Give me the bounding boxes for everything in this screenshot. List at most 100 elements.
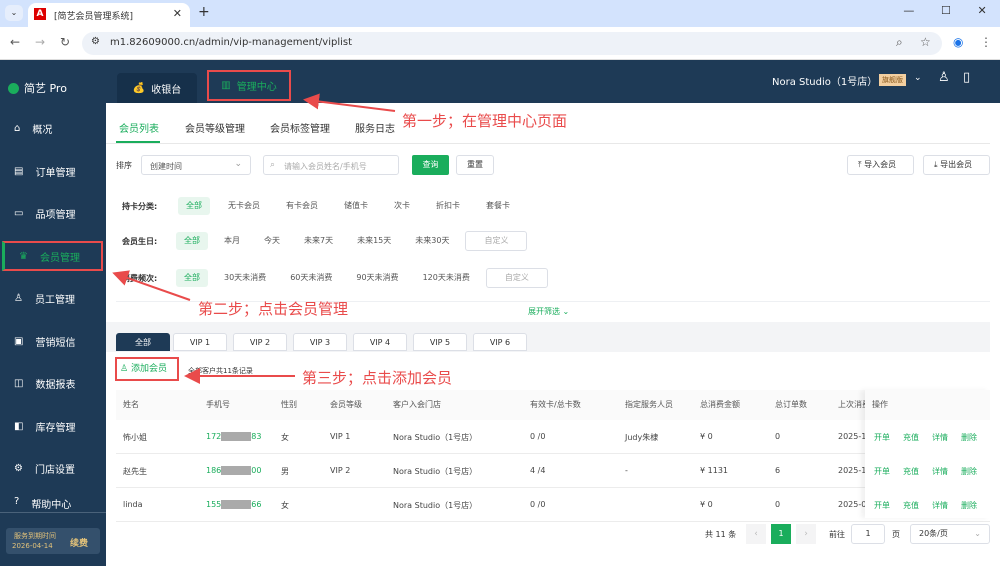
filter-option[interactable]: 有卡会员 bbox=[286, 201, 318, 210]
site-settings-icon[interactable]: ⚙ bbox=[91, 36, 100, 47]
forward-icon[interactable]: → bbox=[35, 35, 46, 49]
filter-option[interactable]: 未来7天 bbox=[304, 236, 334, 245]
renew-button[interactable]: 续费 bbox=[70, 539, 89, 549]
filter-birthday: 会员生日: 全部 本月 今天 未来7天 未来15天 未来30天 自定义 bbox=[122, 231, 528, 251]
chevron-down-icon[interactable]: ⌄ bbox=[914, 73, 922, 83]
maximize-icon[interactable]: ☐ bbox=[940, 4, 951, 17]
browser-tab[interactable]: A [简艺会员管理系统] ✕ bbox=[28, 3, 190, 27]
level-tab-vip6[interactable]: VIP 6 bbox=[473, 333, 527, 351]
close-window-icon[interactable]: ✕ bbox=[977, 4, 987, 17]
filter-option[interactable]: 本月 bbox=[224, 236, 240, 245]
sort-select[interactable]: 创建时间 ⌄ bbox=[141, 155, 251, 175]
open-order-button[interactable]: 开单 bbox=[874, 501, 890, 510]
money-bag-icon: 💰 bbox=[132, 82, 146, 94]
sidebar-item-items[interactable]: ▭ 品项管理 bbox=[0, 198, 106, 228]
recharge-button[interactable]: 充值 bbox=[903, 501, 919, 510]
tab-management-center[interactable]: ▥ 管理中心 bbox=[207, 70, 291, 101]
open-order-button[interactable]: 开单 bbox=[874, 467, 890, 476]
detail-button[interactable]: 详情 bbox=[932, 501, 948, 510]
page-size-select[interactable]: 20条/页 ⌄ bbox=[910, 524, 990, 544]
delete-button[interactable]: 删除 bbox=[961, 467, 977, 476]
search-input[interactable]: ⌕ 请输入会员姓名/手机号 bbox=[263, 155, 399, 175]
close-icon[interactable]: ✕ bbox=[172, 7, 182, 20]
new-tab-button[interactable]: + bbox=[198, 4, 210, 20]
tab-search-button[interactable]: ⌄ bbox=[5, 5, 23, 21]
reload-icon[interactable]: ↻ bbox=[60, 35, 71, 49]
next-page-button[interactable]: › bbox=[796, 524, 816, 544]
phone-link[interactable]: 186 00 bbox=[206, 466, 261, 475]
subtab-tag-management[interactable]: 会员标签管理 bbox=[270, 124, 330, 135]
subtab-level-management[interactable]: 会员等级管理 bbox=[185, 124, 245, 135]
back-icon[interactable]: ← bbox=[10, 35, 21, 49]
profile-icon[interactable]: ◉ bbox=[953, 35, 964, 49]
sidebar-item-reports[interactable]: ◫ 数据报表 bbox=[0, 368, 106, 398]
url-field[interactable]: ⚙ m1.82609000.cn/admin/vip-management/vi… bbox=[82, 32, 942, 55]
prev-page-button[interactable]: ‹ bbox=[746, 524, 766, 544]
recharge-button[interactable]: 充值 bbox=[903, 433, 919, 442]
bookmark-star-icon[interactable]: ☆ bbox=[920, 35, 931, 49]
query-button[interactable]: 查询 bbox=[412, 155, 449, 175]
menu-icon[interactable]: ⋮ bbox=[980, 35, 992, 49]
goto-page-input[interactable]: 1 bbox=[851, 524, 885, 544]
sidebar-item-inventory[interactable]: ◧ 库存管理 bbox=[0, 411, 106, 441]
delete-button[interactable]: 删除 bbox=[961, 501, 977, 510]
mobile-icon[interactable]: ▯ bbox=[963, 70, 971, 85]
sidebar-item-label: 库存管理 bbox=[35, 422, 76, 434]
zoom-icon[interactable]: ⌕ bbox=[896, 35, 903, 49]
sidebar-item-overview[interactable]: ⌂ 概况 bbox=[0, 113, 106, 143]
table-cell: Judy朱棣 bbox=[625, 433, 659, 442]
page-1-button[interactable]: 1 bbox=[771, 524, 791, 544]
filter-option[interactable]: 60天未消费 bbox=[290, 273, 333, 282]
export-button[interactable]: ⤓ 导出会员 bbox=[923, 155, 990, 175]
open-order-button[interactable]: 开单 bbox=[874, 433, 890, 442]
store-name[interactable]: Nora Studio（1号店） bbox=[772, 77, 878, 88]
sidebar-item-settings[interactable]: ⚙ 门店设置 bbox=[0, 453, 106, 483]
sidebar-item-members[interactable]: ♛ 会员管理 bbox=[2, 241, 103, 271]
detail-button[interactable]: 详情 bbox=[932, 467, 948, 476]
filter-option[interactable]: 120天未消费 bbox=[422, 273, 470, 282]
filter-option[interactable]: 全部 bbox=[178, 197, 210, 215]
sidebar-item-help[interactable]: ? 帮助中心 bbox=[0, 496, 106, 512]
custom-range-button[interactable]: 自定义 bbox=[485, 268, 548, 288]
detail-button[interactable]: 详情 bbox=[932, 433, 948, 442]
level-tab-vip5[interactable]: VIP 5 bbox=[413, 333, 467, 351]
subtab-member-list[interactable]: 会员列表 bbox=[119, 124, 159, 135]
delete-button[interactable]: 删除 bbox=[961, 433, 977, 442]
table-cell: Nora Studio（1号店） bbox=[393, 501, 478, 510]
home-icon: ⌂ bbox=[14, 122, 21, 134]
filter-option[interactable]: 未来30天 bbox=[415, 236, 450, 245]
level-tab-vip3[interactable]: VIP 3 bbox=[293, 333, 347, 351]
add-member-button[interactable]: ♙ 添加会员 bbox=[115, 357, 179, 381]
filter-option[interactable]: 全部 bbox=[176, 232, 208, 250]
filter-option[interactable]: 无卡会员 bbox=[228, 201, 260, 210]
filter-option[interactable]: 30天未消费 bbox=[224, 273, 267, 282]
recharge-button[interactable]: 充值 bbox=[903, 467, 919, 476]
table-cell: 女 bbox=[281, 433, 289, 442]
filter-option[interactable]: 全部 bbox=[176, 269, 208, 287]
level-tab-vip4[interactable]: VIP 4 bbox=[353, 333, 407, 351]
level-tab-vip2[interactable]: VIP 2 bbox=[233, 333, 287, 351]
expand-filter-button[interactable]: 展开筛选 ⌄ bbox=[528, 307, 570, 316]
filter-option[interactable]: 套餐卡 bbox=[486, 201, 510, 210]
filter-option[interactable]: 次卡 bbox=[394, 201, 410, 210]
level-tab-all[interactable]: 全部 bbox=[116, 333, 170, 351]
subtab-service-log[interactable]: 服务日志 bbox=[355, 124, 395, 135]
reset-button[interactable]: 重置 bbox=[456, 155, 494, 175]
user-icon[interactable]: ♙ bbox=[938, 70, 950, 85]
filter-option[interactable]: 折扣卡 bbox=[436, 201, 460, 210]
level-tab-vip1[interactable]: VIP 1 bbox=[173, 333, 227, 351]
sidebar-item-orders[interactable]: ▤ 订单管理 bbox=[0, 156, 106, 186]
sidebar-item-sms[interactable]: ▣ 营销短信 bbox=[0, 326, 106, 356]
phone-link[interactable]: 172 83 bbox=[206, 432, 261, 441]
filter-option[interactable]: 未来15天 bbox=[357, 236, 392, 245]
sidebar-item-staff[interactable]: ♙ 员工管理 bbox=[0, 283, 106, 313]
phone-link[interactable]: 155 66 bbox=[206, 500, 261, 509]
search-icon: ⌕ bbox=[270, 160, 276, 170]
custom-range-button[interactable]: 自定义 bbox=[465, 231, 528, 251]
minimize-icon[interactable]: — bbox=[903, 4, 915, 17]
import-button[interactable]: ⤒ 导入会员 bbox=[847, 155, 914, 175]
filter-option[interactable]: 今天 bbox=[264, 236, 280, 245]
filter-option[interactable]: 储值卡 bbox=[344, 201, 368, 210]
tab-cashier[interactable]: 💰 收银台 bbox=[117, 73, 197, 103]
filter-option[interactable]: 90天未消费 bbox=[356, 273, 399, 282]
